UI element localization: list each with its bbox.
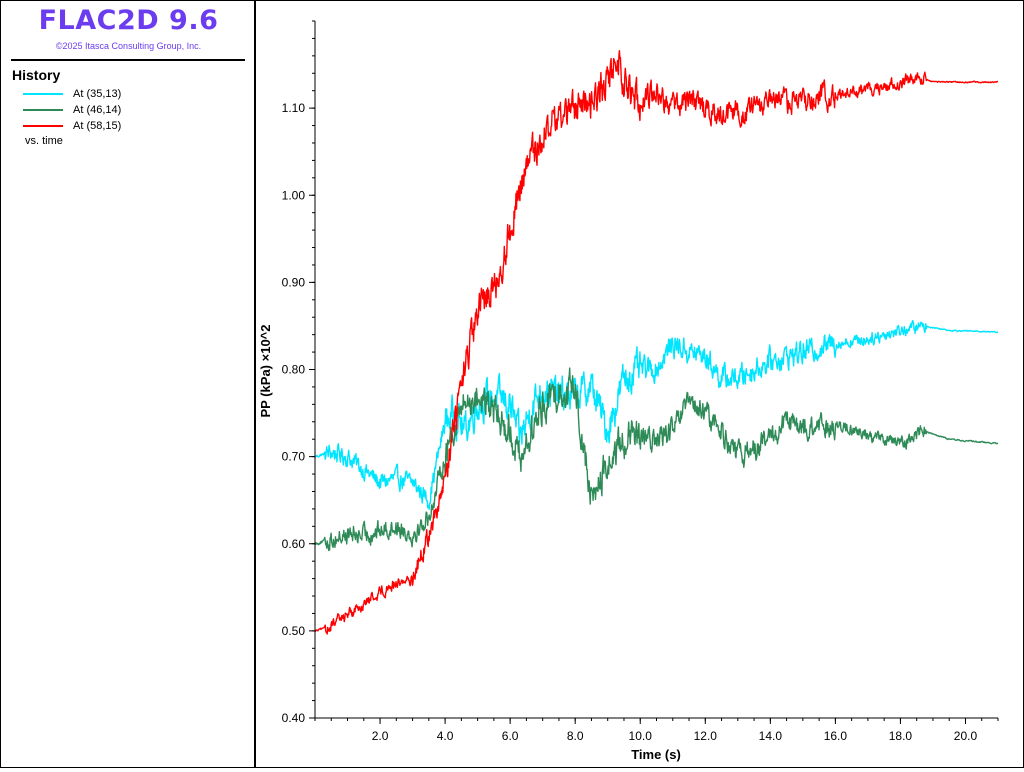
x-tick-label: 18.0 <box>889 729 913 743</box>
legend-swatch-0 <box>23 93 63 95</box>
x-tick-label: 2.0 <box>372 729 389 743</box>
x-axis-label: Time (s) <box>631 747 681 762</box>
legend-list: At (35,13) At (46,14) At (58,15) <box>23 86 243 134</box>
legend-label: At (46,14) <box>73 104 122 116</box>
series-line-2 <box>314 50 999 635</box>
app-title: FLAC2D 9.6 <box>38 5 219 36</box>
y-tick-label: 1.10 <box>282 101 306 115</box>
x-tick-label: 8.0 <box>567 729 584 743</box>
legend-label: At (58,15) <box>73 120 122 132</box>
title-divider <box>11 59 245 61</box>
series-line-0 <box>314 320 999 510</box>
y-axis-label: PP (kPa) ×10^2 <box>258 325 273 418</box>
y-tick-label: 0.50 <box>282 624 306 638</box>
x-tick-label: 10.0 <box>629 729 653 743</box>
chart-area: 0.40 0.50 0.60 0.70 0.80 0.90 1.00 1.10 2.0 4.0 6.… <box>258 1 1023 767</box>
x-tick-label: 20.0 <box>954 729 978 743</box>
y-tick-label: 0.70 <box>282 450 306 464</box>
legend-panel: FLAC2D 9.6 ©2025 Itasca Consulting Group… <box>1 1 256 767</box>
y-tick-label: 0.40 <box>282 711 306 725</box>
legend-item: At (46,14) <box>23 102 243 118</box>
legend-item: At (35,13) <box>23 86 243 102</box>
legend-swatch-2 <box>23 125 63 127</box>
plot-lines <box>314 50 999 635</box>
x-tick-label: 16.0 <box>824 729 848 743</box>
legend-swatch-1 <box>23 109 63 111</box>
y-tick-label: 0.80 <box>282 363 306 377</box>
axes: 0.40 0.50 0.60 0.70 0.80 0.90 1.00 1.10 2.0 4.0 6.… <box>282 20 999 743</box>
legend-footer: vs. time <box>25 135 63 147</box>
x-tick-label: 4.0 <box>437 729 454 743</box>
history-chart: 0.40 0.50 0.60 0.70 0.80 0.90 1.00 1.10 2.0 4.0 6.… <box>258 20 999 762</box>
y-tick-label: 0.60 <box>282 537 306 551</box>
copyright-text: ©2025 Itasca Consulting Group, Inc. <box>55 41 202 51</box>
legend-label: At (35,13) <box>73 88 122 100</box>
x-tick-label: 14.0 <box>759 729 783 743</box>
x-tick-label: 12.0 <box>694 729 718 743</box>
y-tick-label: 0.90 <box>282 275 306 289</box>
legend-item: At (58,15) <box>23 118 243 134</box>
legend-heading: History <box>12 67 61 83</box>
x-tick-label: 6.0 <box>502 729 519 743</box>
series-line-1 <box>314 367 999 552</box>
y-tick-label: 1.00 <box>282 188 306 202</box>
